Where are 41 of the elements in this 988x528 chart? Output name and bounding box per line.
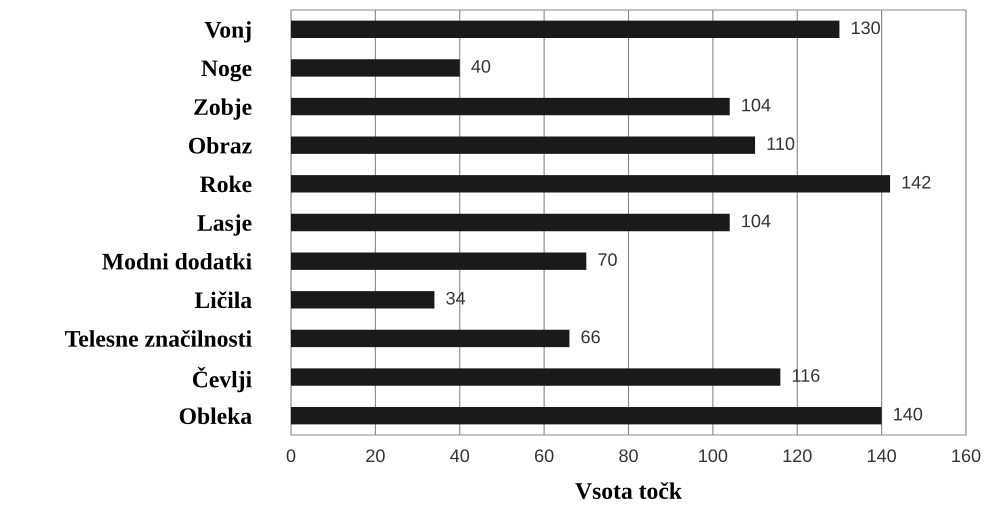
data-label: 70 <box>598 253 617 266</box>
y-tick-label: Noge <box>201 60 252 82</box>
bar <box>291 136 756 154</box>
data-label: 104 <box>742 214 770 228</box>
bar <box>291 59 460 77</box>
data-label: 140 <box>894 408 922 421</box>
x-tick-label: 60 <box>535 449 554 462</box>
data-label: 142 <box>902 176 930 189</box>
y-tick-label: Vonj <box>204 21 251 43</box>
bar <box>291 368 780 386</box>
x-tick-label: 40 <box>450 449 470 462</box>
y-tick-label: Ličila <box>194 291 252 308</box>
x-tick-label: 0 <box>286 449 296 462</box>
y-tick-label: Lasje <box>197 214 252 236</box>
x-tick-label: 160 <box>952 449 980 462</box>
bar <box>291 252 586 270</box>
data-label: 66 <box>581 330 600 344</box>
bar <box>291 20 840 38</box>
y-tick-label: Obleka <box>180 407 252 424</box>
bar <box>291 98 730 116</box>
x-axis-title: Vsota točk <box>575 482 682 500</box>
y-tick-label: Telesne značilnosti <box>65 330 252 347</box>
y-tick-label: Obraz <box>189 137 252 154</box>
data-label: 110 <box>768 137 794 150</box>
data-label: 104 <box>742 98 770 112</box>
bar <box>291 291 434 308</box>
x-tick-label: 140 <box>868 449 896 462</box>
bar <box>291 330 570 348</box>
y-tick-label: Čevlji <box>192 366 252 392</box>
data-label: 130 <box>852 21 880 34</box>
x-tick-label: 20 <box>366 449 385 462</box>
x-tick-label: 80 <box>619 449 638 462</box>
x-tick-label: 120 <box>784 449 812 462</box>
bar <box>291 406 882 424</box>
y-tick-label: Zobje <box>194 98 252 120</box>
x-tick-label: 100 <box>699 449 728 462</box>
y-tick-label: Modni dodatki <box>102 252 252 270</box>
data-label: 40 <box>471 60 490 73</box>
y-tick-label: Roke <box>200 176 252 192</box>
bar <box>291 175 890 193</box>
bar <box>291 214 730 232</box>
